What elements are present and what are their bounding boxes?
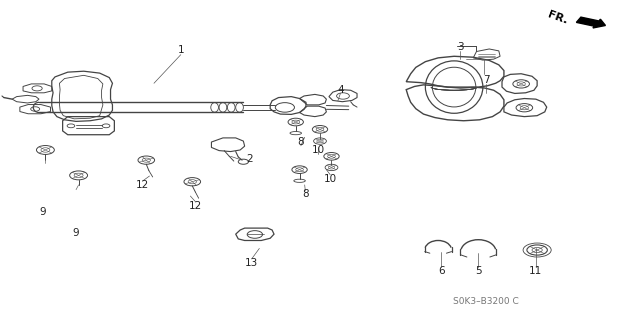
Text: 10: 10 xyxy=(324,174,337,183)
Text: 12: 12 xyxy=(189,201,202,211)
Text: FR.: FR. xyxy=(547,10,569,26)
Text: 6: 6 xyxy=(438,266,445,276)
Text: 10: 10 xyxy=(312,145,324,155)
Text: 3: 3 xyxy=(457,42,464,52)
Text: 12: 12 xyxy=(136,180,149,190)
Text: 1: 1 xyxy=(177,45,184,55)
Text: 9: 9 xyxy=(39,207,45,217)
Text: 7: 7 xyxy=(483,75,490,85)
Text: 2: 2 xyxy=(246,154,253,165)
Text: 8: 8 xyxy=(298,137,304,147)
Text: 9: 9 xyxy=(73,227,79,238)
Text: 13: 13 xyxy=(245,258,259,268)
Text: S0K3–B3200 C: S0K3–B3200 C xyxy=(453,297,519,306)
Text: 8: 8 xyxy=(302,189,308,199)
FancyArrow shape xyxy=(577,17,605,28)
Text: 11: 11 xyxy=(529,266,543,276)
Text: 5: 5 xyxy=(475,266,482,276)
Text: 4: 4 xyxy=(337,85,344,95)
